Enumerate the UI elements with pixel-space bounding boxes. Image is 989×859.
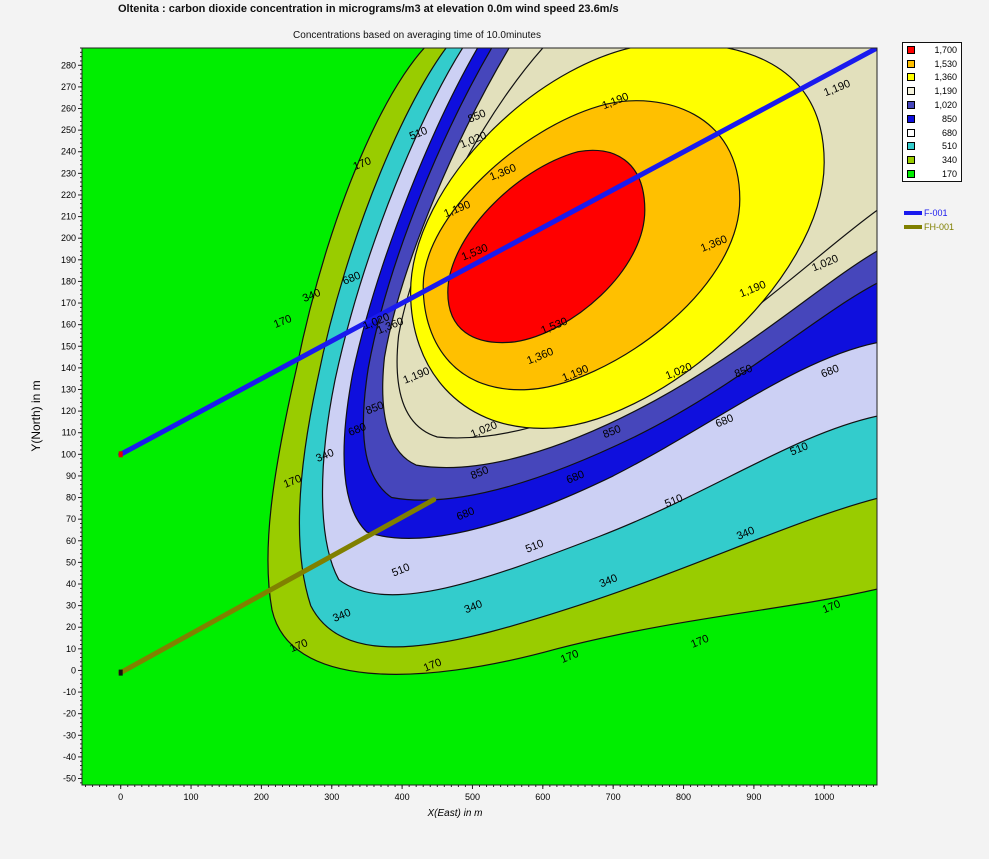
legend-item: 340 — [903, 153, 961, 167]
y-tick-label: 170 — [61, 298, 76, 308]
chart-title: Oltenita : carbon dioxide concentration … — [118, 3, 619, 15]
legend-source-fh001: FH-001 — [904, 222, 954, 232]
legend-swatch — [907, 156, 915, 165]
x-tick-label: 700 — [606, 792, 621, 802]
x-tick-label: 900 — [746, 792, 761, 802]
y-tick-label: 0 — [71, 665, 76, 675]
legend-item: 680 — [903, 126, 961, 140]
x-tick-label: 300 — [324, 792, 339, 802]
y-tick-label: 280 — [61, 60, 76, 70]
legend-source-f001: F-001 — [904, 208, 948, 218]
y-tick-label: 90 — [66, 471, 76, 481]
source-start-marker-f-001 — [118, 451, 123, 458]
legend: 1,700 1,530 1,360 1,190 1,020 850 680 510 340 170 — [902, 42, 962, 182]
legend-label: 1,530 — [934, 58, 957, 69]
legend-swatch — [907, 142, 915, 151]
y-tick-label: 260 — [61, 104, 76, 114]
y-tick-label: -10 — [63, 687, 76, 697]
y-tick-label: 70 — [66, 514, 76, 524]
legend-swatch — [907, 59, 915, 68]
legend-label: 1,190 — [934, 86, 957, 97]
x-tick-label: 600 — [535, 792, 550, 802]
x-tick-label: 500 — [465, 792, 480, 802]
chart-subtitle: Concentrations based on averaging time o… — [293, 30, 541, 41]
x-tick-label: 400 — [395, 792, 410, 802]
source-line-f-001 — [118, 48, 877, 457]
y-tick-label: -40 — [63, 752, 76, 762]
legend-swatch — [907, 87, 915, 96]
legend-label: 510 — [941, 141, 957, 152]
y-tick-label: 230 — [61, 168, 76, 178]
source-lines — [118, 48, 877, 676]
contour-bands — [267, 48, 877, 675]
y-tick-label: 210 — [61, 212, 76, 222]
y-tick-label: 240 — [61, 147, 76, 157]
legend-item: 1,700 — [903, 43, 961, 57]
y-axis-label: Y(North) in m — [29, 380, 43, 451]
legend-source-fh001-label: FH-001 — [924, 222, 955, 232]
y-tick-label: 160 — [61, 320, 76, 330]
legend-swatch — [907, 170, 915, 179]
y-tick-label: 110 — [62, 428, 76, 438]
y-tick-label: 220 — [61, 190, 76, 200]
legend-source-f001-label: F-001 — [924, 208, 948, 218]
y-tick-label: 20 — [66, 622, 76, 632]
y-tick-label: 200 — [61, 233, 76, 243]
y-tick-label: 190 — [61, 255, 76, 265]
axes: 0 100 200 300 400 500 600 700 800 900 1000-50-40-3… — [61, 47, 874, 802]
legend-item: 850 — [903, 112, 961, 126]
y-tick-label: 140 — [61, 363, 76, 373]
legend-swatch — [907, 114, 915, 123]
legend-label: 1,700 — [934, 44, 957, 55]
y-tick-label: -30 — [63, 730, 76, 740]
legend-item: 1,530 — [903, 57, 961, 71]
legend-swatch — [907, 128, 915, 137]
legend-swatch — [907, 101, 915, 110]
y-tick-label: -50 — [63, 774, 76, 784]
x-tick-label: 800 — [676, 792, 691, 802]
y-tick-label: 150 — [61, 341, 76, 351]
legend-swatch — [907, 73, 915, 82]
legend-item: 510 — [903, 140, 961, 154]
x-tick-label: 100 — [184, 792, 199, 802]
legend-source-fh001-swatch — [904, 225, 922, 229]
legend-label: 850 — [941, 113, 957, 124]
x-tick-label: 0 — [118, 792, 123, 802]
y-tick-label: 250 — [61, 125, 76, 135]
y-tick-label: -20 — [63, 709, 76, 719]
legend-item: 170 — [903, 167, 961, 181]
y-tick-label: 10 — [66, 644, 76, 654]
legend-label: 170 — [941, 169, 957, 180]
y-tick-label: 130 — [61, 384, 76, 394]
legend-label: 680 — [941, 127, 957, 138]
y-tick-label: 100 — [61, 449, 76, 459]
x-tick-label: 1000 — [814, 792, 834, 802]
y-tick-label: 120 — [61, 406, 76, 416]
x-tick-label: 200 — [254, 792, 269, 802]
y-tick-label: 40 — [66, 579, 76, 589]
legend-swatch — [907, 45, 915, 54]
x-axis-label: X(East) in m — [426, 808, 482, 819]
y-tick-label: 60 — [66, 536, 76, 546]
legend-item: 1,190 — [903, 84, 961, 98]
legend-item: 1,360 — [903, 71, 961, 85]
y-tick-label: 180 — [61, 276, 76, 286]
y-tick-label: 270 — [61, 82, 76, 92]
legend-label: 1,360 — [934, 72, 957, 83]
source-line-fh-001 — [118, 497, 437, 676]
source-start-marker-fh-001 — [118, 669, 123, 676]
y-tick-label: 50 — [66, 557, 76, 567]
legend-item: 1,020 — [903, 98, 961, 112]
legend-label: 1,020 — [934, 100, 957, 111]
legend-source-f001-swatch — [904, 211, 922, 215]
y-tick-label: 30 — [66, 601, 76, 611]
legend-label: 340 — [941, 155, 957, 166]
y-tick-label: 80 — [66, 493, 76, 503]
